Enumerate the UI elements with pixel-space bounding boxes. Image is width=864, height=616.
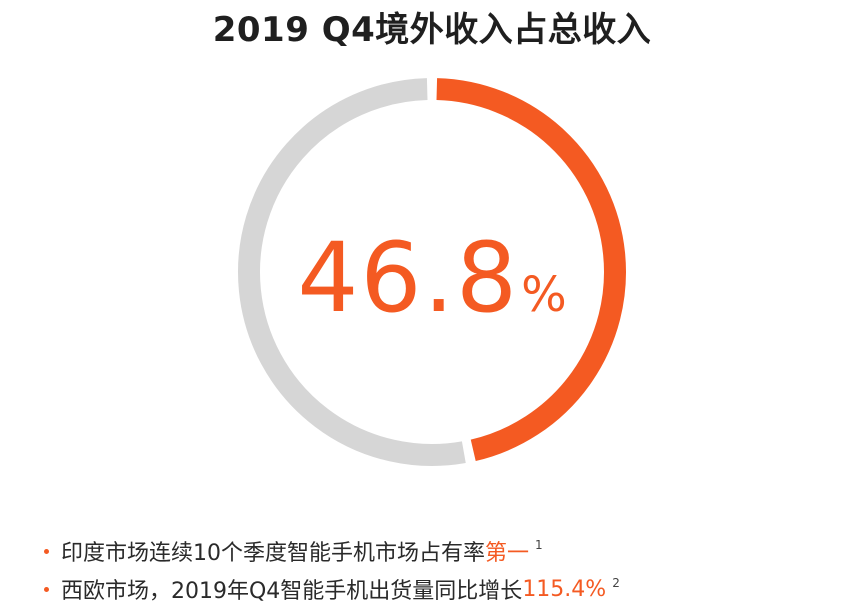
bullet-highlight: 第一 xyxy=(485,541,530,566)
center-value: 46.8% xyxy=(232,222,632,334)
remainder-arc xyxy=(238,78,466,466)
bullet-dot xyxy=(44,586,49,592)
bullet-dot xyxy=(44,548,49,554)
bullet-item: 西欧市场，2019年Q4智能手机出货量同比增长 115.4% 2 xyxy=(44,570,844,608)
bullet-text: 印度市场连续10个季度智能手机市场占有率 xyxy=(61,541,485,566)
bullet-text: 西欧市场，2019年Q4智能手机出货量同比增长 xyxy=(61,579,523,604)
bullet-highlight: 115.4% xyxy=(522,576,607,602)
center-value-unit: % xyxy=(521,267,567,323)
footnote-marker: 2 xyxy=(612,576,620,590)
chart-title: 2019 Q4境外收入占总收入 xyxy=(212,10,652,50)
bullet-list: 印度市场连续10个季度智能手机市场占有率 第一 1 西欧市场，2019年Q4智能手机… xyxy=(44,532,844,608)
footnote-marker: 1 xyxy=(535,538,543,552)
bullet-item: 印度市场连续10个季度智能手机市场占有率 第一 1 xyxy=(44,532,844,570)
center-value-number: 46.8 xyxy=(297,222,520,334)
value-arc xyxy=(436,78,626,462)
